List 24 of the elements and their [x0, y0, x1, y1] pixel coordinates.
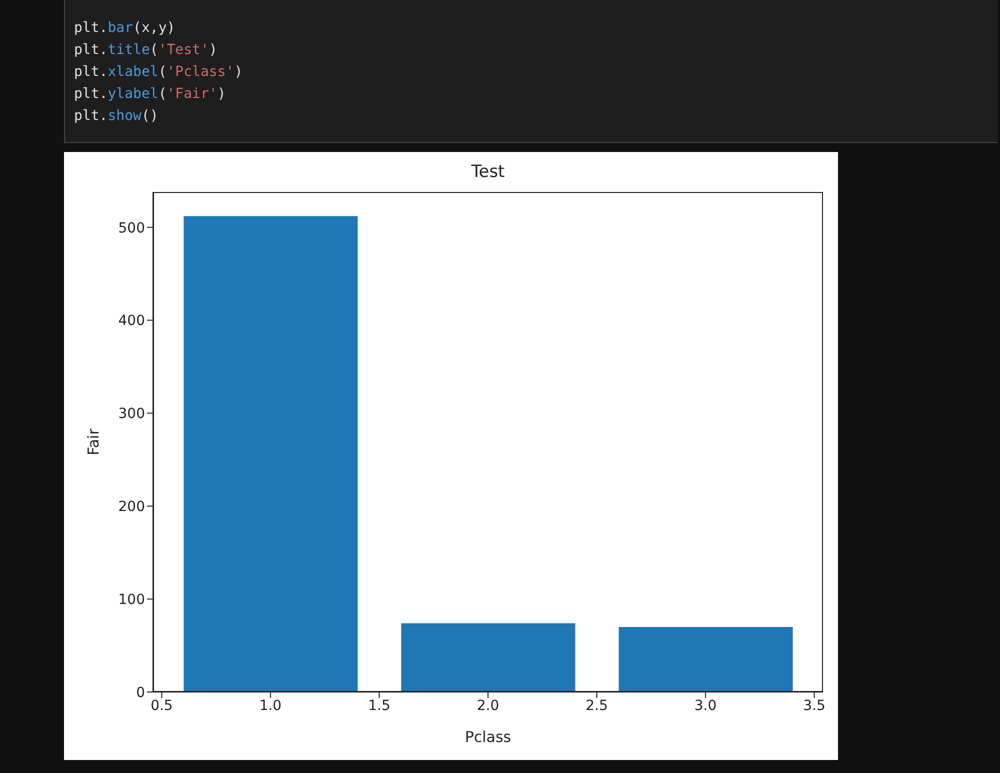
x-tick-label: 1.0 — [259, 698, 282, 714]
bar — [184, 216, 358, 692]
x-tick-label: 2.5 — [586, 698, 608, 714]
text: plt.bar(x,y) — [74, 20, 176, 36]
x-tick-label: 3.5 — [803, 698, 826, 714]
x-axis-title: Pclass — [464, 728, 512, 746]
chart-title: Test — [470, 162, 506, 182]
y-axis-title: Fair — [84, 428, 102, 456]
bar — [618, 626, 793, 692]
text: plt.xlabel('Pclass') — [74, 64, 243, 80]
y-tick-label: 500 — [118, 220, 145, 236]
y-tick-label: 100 — [118, 592, 145, 608]
bar — [401, 623, 576, 692]
text: plt.title('Test') — [74, 42, 218, 58]
x-tick-label: 2.0 — [476, 698, 500, 714]
y-tick-label: 400 — [118, 313, 145, 330]
x-tick-label: 0.5 — [150, 698, 173, 714]
y-tick-label: 0 — [136, 684, 145, 701]
text: plt.ylabel('Fair') — [74, 86, 226, 102]
x-tick-label: 3.0 — [694, 698, 717, 714]
text: plt.show() — [74, 108, 158, 124]
x-tick-label: 1.5 — [368, 698, 390, 714]
y-tick-label: 300 — [118, 406, 145, 422]
y-tick-label: 200 — [118, 499, 145, 516]
